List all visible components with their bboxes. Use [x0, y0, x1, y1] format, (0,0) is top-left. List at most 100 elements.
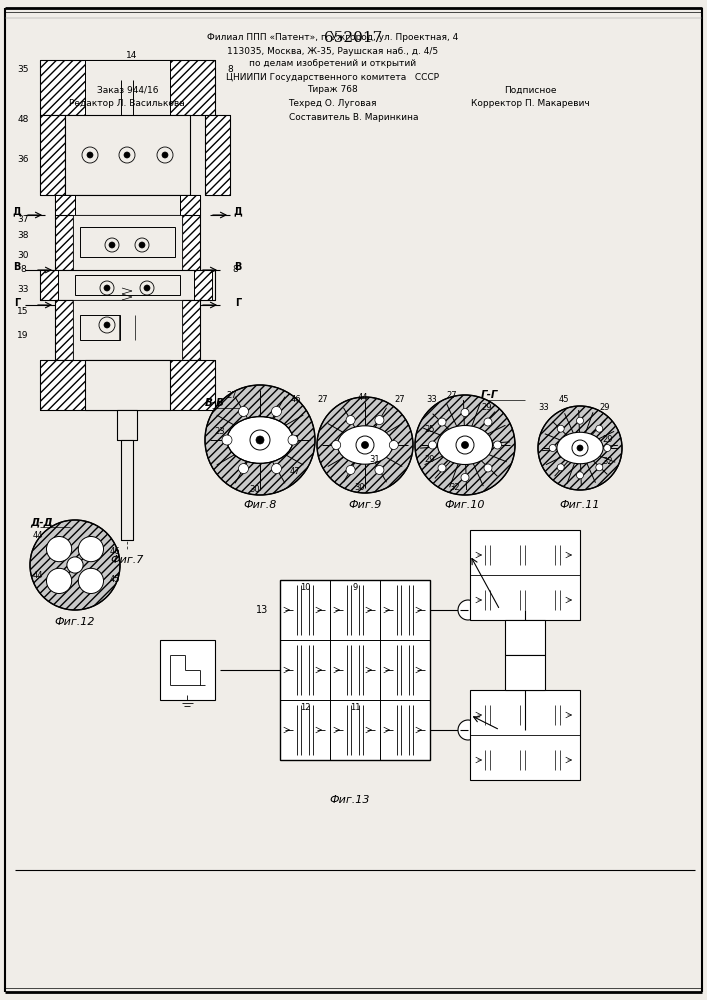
- Bar: [182, 300, 200, 360]
- Text: 14: 14: [127, 50, 138, 60]
- Circle shape: [119, 147, 135, 163]
- Text: 30: 30: [250, 486, 260, 494]
- Bar: [160, 640, 215, 700]
- Text: Г: Г: [14, 298, 20, 308]
- Bar: [40, 60, 215, 115]
- Circle shape: [346, 465, 355, 474]
- Circle shape: [596, 464, 603, 471]
- Bar: [85, 60, 170, 115]
- Circle shape: [104, 322, 110, 328]
- Text: Фиг.9: Фиг.9: [349, 500, 382, 510]
- Text: 27: 27: [227, 391, 238, 400]
- Circle shape: [47, 536, 71, 562]
- Circle shape: [356, 436, 374, 454]
- Text: 27: 27: [317, 395, 328, 404]
- Text: 8: 8: [227, 66, 233, 75]
- Bar: [182, 215, 200, 270]
- Circle shape: [256, 436, 264, 444]
- Bar: [40, 360, 215, 410]
- Circle shape: [135, 238, 149, 252]
- Ellipse shape: [337, 426, 392, 464]
- Bar: [40, 60, 215, 115]
- Circle shape: [140, 281, 154, 295]
- Circle shape: [87, 152, 93, 158]
- Text: 38: 38: [17, 231, 29, 239]
- Text: 46: 46: [110, 548, 120, 556]
- Circle shape: [104, 285, 110, 291]
- Text: 32: 32: [602, 458, 613, 466]
- Text: Редактор Л. Василькова: Редактор Л. Василькова: [69, 99, 185, 107]
- Bar: [40, 360, 215, 410]
- Bar: [505, 655, 545, 690]
- Circle shape: [47, 568, 71, 594]
- Text: 25: 25: [425, 426, 436, 434]
- Circle shape: [157, 147, 173, 163]
- Text: 8: 8: [20, 265, 26, 274]
- Circle shape: [438, 464, 446, 472]
- Bar: [182, 300, 200, 360]
- Circle shape: [576, 472, 583, 479]
- Text: В: В: [13, 262, 21, 272]
- Circle shape: [472, 720, 492, 740]
- Circle shape: [557, 464, 564, 471]
- Text: 27: 27: [395, 395, 405, 404]
- Text: 44: 44: [358, 392, 368, 401]
- Circle shape: [100, 281, 114, 295]
- Bar: [55, 215, 73, 270]
- Bar: [205, 115, 230, 195]
- Bar: [117, 410, 137, 440]
- Bar: [40, 270, 215, 300]
- Circle shape: [375, 416, 384, 425]
- Circle shape: [557, 425, 564, 432]
- Circle shape: [461, 474, 469, 482]
- Circle shape: [493, 441, 501, 449]
- Circle shape: [458, 600, 478, 620]
- Text: 35: 35: [17, 66, 29, 75]
- Bar: [180, 195, 200, 215]
- Circle shape: [124, 152, 130, 158]
- Text: Фиг.12: Фиг.12: [54, 617, 95, 627]
- Bar: [75, 275, 180, 295]
- Text: 33: 33: [17, 286, 29, 294]
- Text: 11: 11: [350, 704, 361, 712]
- Bar: [55, 195, 200, 215]
- Text: 33: 33: [426, 395, 438, 404]
- Text: Корректор П. Макаревич: Корректор П. Макаревич: [471, 99, 590, 107]
- Text: 47: 47: [290, 468, 300, 477]
- Circle shape: [484, 464, 492, 472]
- Text: Фиг.13: Фиг.13: [329, 795, 370, 805]
- Circle shape: [458, 720, 478, 740]
- Bar: [40, 270, 215, 300]
- Bar: [73, 300, 182, 360]
- Text: 29: 29: [600, 403, 610, 412]
- Text: 12: 12: [300, 704, 310, 712]
- Text: 45: 45: [559, 395, 569, 404]
- Text: Д: Д: [233, 206, 243, 216]
- Text: 19: 19: [17, 330, 29, 340]
- Circle shape: [549, 444, 556, 452]
- Text: Д-Д: Д-Д: [30, 517, 53, 527]
- Circle shape: [238, 406, 248, 416]
- Circle shape: [576, 417, 583, 424]
- Bar: [80, 315, 120, 340]
- Text: 36: 36: [17, 155, 29, 164]
- Circle shape: [250, 430, 270, 450]
- Text: 30: 30: [17, 250, 29, 259]
- Bar: [180, 195, 200, 215]
- Bar: [194, 270, 212, 300]
- Bar: [40, 115, 65, 195]
- Circle shape: [78, 536, 103, 562]
- Text: 9: 9: [352, 584, 358, 592]
- Circle shape: [484, 418, 492, 426]
- Text: Подписное: Подписное: [504, 86, 556, 95]
- Ellipse shape: [438, 426, 493, 464]
- Circle shape: [596, 425, 603, 432]
- Text: 10: 10: [300, 584, 310, 592]
- Circle shape: [238, 464, 248, 474]
- Text: 44: 44: [33, 570, 43, 580]
- Bar: [80, 227, 175, 257]
- Bar: [85, 60, 170, 115]
- Circle shape: [361, 442, 368, 448]
- Bar: [73, 215, 182, 270]
- Ellipse shape: [557, 432, 603, 464]
